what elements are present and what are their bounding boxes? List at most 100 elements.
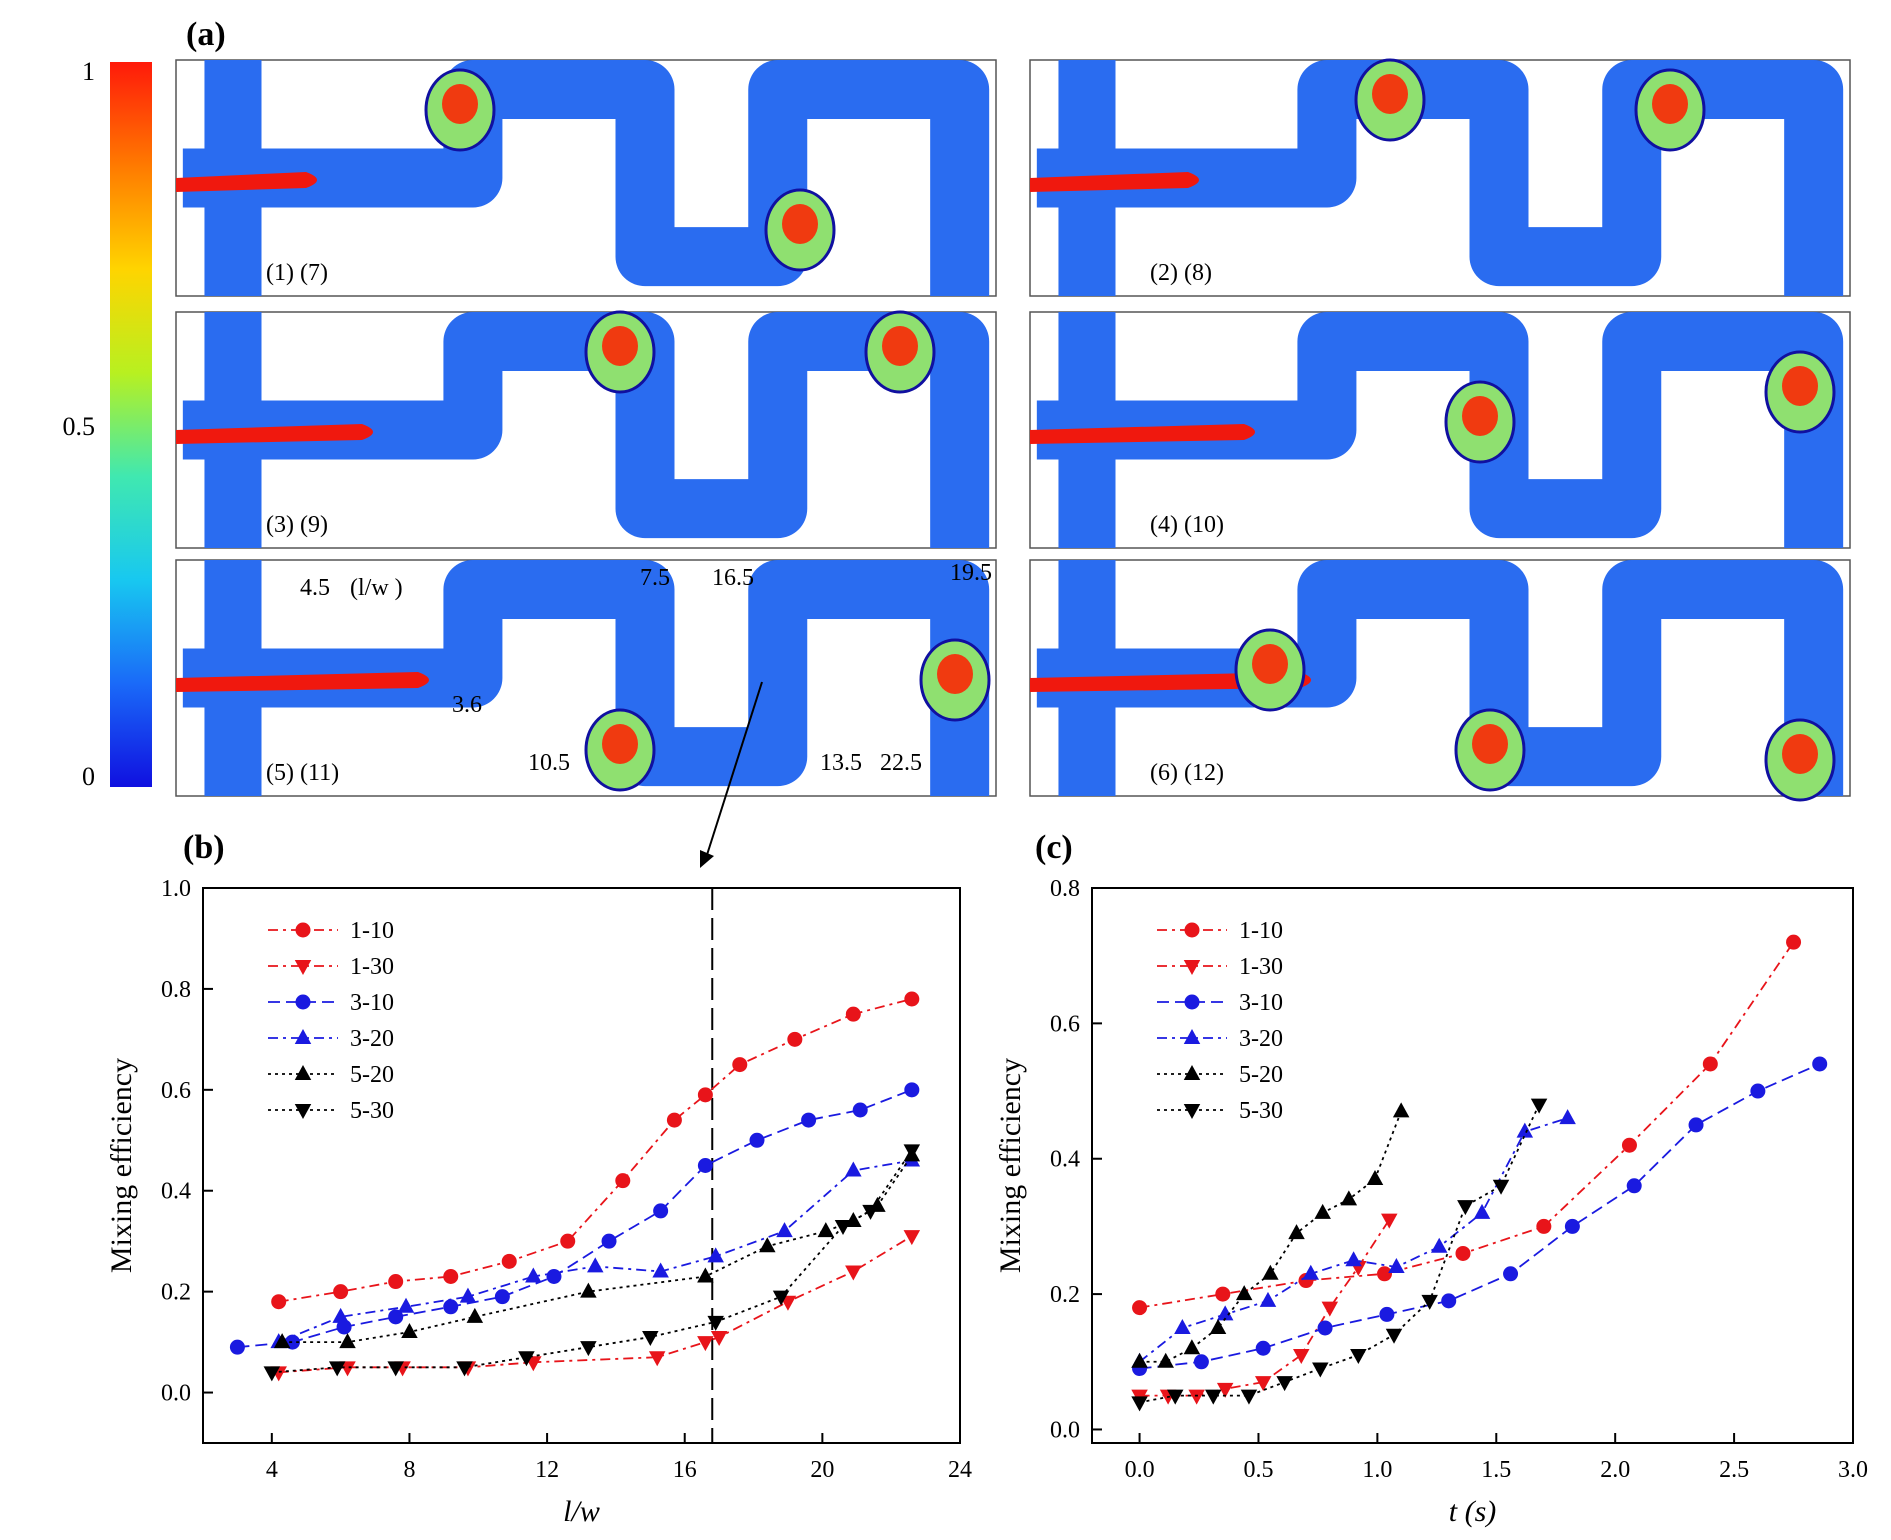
droplet-core: [602, 326, 638, 366]
data-point: [388, 1309, 404, 1325]
data-point: [845, 1006, 861, 1022]
series-line: [278, 1235, 913, 1374]
data-point: [456, 1361, 473, 1377]
image-label: (4) (10): [1150, 512, 1224, 538]
data-point: [707, 1247, 724, 1263]
image-tile: (2) (8): [1029, 58, 1851, 297]
data-point: [560, 1233, 576, 1249]
data-point: [1688, 1117, 1704, 1133]
data-point: [904, 1082, 920, 1098]
data-point: [1366, 1170, 1384, 1186]
data-point: [401, 1323, 418, 1338]
droplet-core: [1782, 734, 1818, 774]
legend-label: 3-10: [350, 990, 394, 1016]
data-point: [1455, 1245, 1471, 1261]
data-point: [525, 1267, 542, 1283]
data-point: [501, 1253, 517, 1269]
chart-b: 4 8 12 16 20 24 0.0 0.2 0.4 0.6 0.8 1.0 l/w Mixing ef…: [105, 876, 972, 1528]
data-point: [1388, 1258, 1405, 1274]
data-point: [817, 1222, 835, 1238]
data-point: [1240, 1389, 1258, 1405]
data-point: [1530, 1098, 1548, 1114]
annotation: 3.6: [452, 692, 482, 718]
series-1-30: 1-30: [268, 954, 921, 1382]
annotation: 16.5: [712, 565, 754, 591]
data-point: [1235, 1285, 1253, 1301]
data-point: [1302, 1264, 1320, 1280]
legend-label: 1-10: [350, 918, 394, 944]
y-tick-label: 0.6: [161, 1078, 191, 1104]
series-line: [282, 1154, 913, 1343]
data-point: [1621, 1137, 1637, 1153]
data-point: [1215, 1286, 1231, 1302]
data-point: [1492, 1179, 1510, 1195]
data-point: [845, 1265, 862, 1281]
data-point: [1183, 1029, 1201, 1044]
y-tick-label: 0.8: [1050, 876, 1080, 902]
data-point: [1183, 960, 1201, 975]
annotation: 7.5: [640, 565, 670, 591]
data-point: [845, 1161, 862, 1177]
image-tile: (6) (12): [1029, 559, 1851, 802]
data-point: [1345, 1251, 1362, 1267]
data-point: [1205, 1389, 1222, 1405]
image-label: (6) (12): [1150, 760, 1224, 786]
data-point: [1131, 1352, 1148, 1368]
series-3-10: 3-10: [1132, 990, 1828, 1377]
droplet-core: [882, 326, 918, 366]
y-tick-label: 0.2: [161, 1280, 191, 1306]
image-tile: (1) (7): [175, 59, 997, 297]
data-point: [732, 1057, 748, 1073]
data-point: [518, 1351, 535, 1367]
x-tick-label: 20: [810, 1457, 834, 1483]
data-point: [1183, 1104, 1201, 1119]
data-point: [1750, 1083, 1766, 1099]
data-point: [1473, 1203, 1491, 1219]
legend-label: 5-20: [1239, 1062, 1283, 1088]
y-tick-label: 0.2: [1050, 1282, 1080, 1308]
x-tick-label: 24: [948, 1457, 972, 1483]
data-point: [1312, 1362, 1329, 1378]
data-point: [1377, 1266, 1393, 1282]
data-point: [1503, 1266, 1519, 1282]
colorbar: 1 0.5 0: [63, 57, 152, 791]
data-point: [1421, 1294, 1438, 1310]
series-1-10: 1-10: [268, 918, 920, 1310]
data-point: [1288, 1224, 1305, 1240]
data-point: [749, 1132, 765, 1148]
image-label: (3) (9): [266, 512, 328, 538]
annotation: 19.5: [950, 560, 992, 586]
data-point: [642, 1331, 659, 1347]
annotation: 4.5: [300, 575, 330, 601]
annotation: 13.5: [820, 750, 862, 776]
inlet-stream: [176, 672, 429, 692]
data-point: [587, 1257, 604, 1273]
data-point: [1350, 1349, 1367, 1365]
data-point: [294, 1029, 312, 1044]
droplet-core: [937, 654, 973, 694]
data-point: [1564, 1218, 1580, 1234]
data-point: [697, 1336, 714, 1352]
data-point: [466, 1307, 484, 1323]
legend-label: 5-30: [1239, 1098, 1283, 1124]
data-point: [1262, 1264, 1279, 1280]
data-point: [697, 1158, 713, 1173]
data-point: [1188, 1389, 1205, 1405]
colorbar-tick-min: 0: [82, 762, 95, 791]
legend-label: 3-20: [350, 1026, 394, 1052]
x-tick-label: 3.0: [1838, 1457, 1868, 1483]
annotation: 10.5: [528, 750, 570, 776]
x-tick-label: 4: [266, 1457, 278, 1483]
droplet-core: [1372, 74, 1408, 114]
data-point: [1174, 1318, 1191, 1334]
series-5-20: 5-20: [1131, 1062, 1410, 1368]
y-axis-label: Mixing efficiency: [105, 1058, 138, 1273]
legend-label: 1-30: [350, 954, 394, 980]
data-point: [834, 1220, 852, 1236]
data-point: [494, 1289, 510, 1305]
legend-label: 3-10: [1239, 990, 1283, 1016]
data-point: [697, 1087, 713, 1103]
data-point: [1516, 1122, 1534, 1138]
data-point: [273, 1333, 291, 1349]
image-label: (5) (11): [266, 760, 339, 786]
